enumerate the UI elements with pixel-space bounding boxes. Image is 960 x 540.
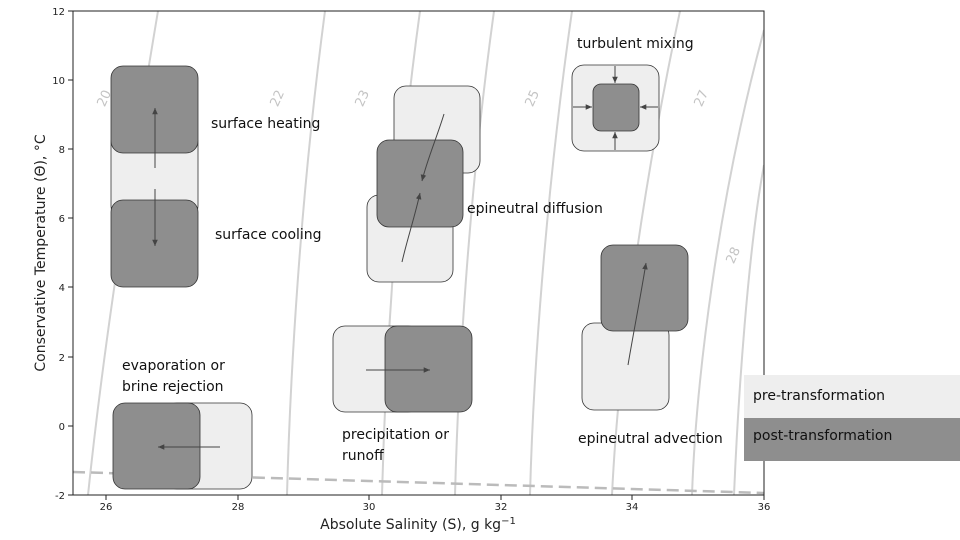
plot-frame xyxy=(72,10,765,496)
box-precipitation-post xyxy=(384,325,473,413)
x-tick-label: 26 xyxy=(100,502,113,513)
legend-pre-swatch xyxy=(744,375,960,418)
isopycnal-label-23: 23 xyxy=(353,88,373,109)
legend-post-swatch xyxy=(744,418,960,461)
isopycnal-line-24 xyxy=(454,11,495,495)
box-mixing-post xyxy=(592,83,640,132)
isopycnal-line-27 xyxy=(691,29,764,495)
isopycnal-label-25: 25 xyxy=(523,88,543,109)
process-arrows xyxy=(152,66,658,450)
y-axis: -2 0 2 4 6 8 10 12 xyxy=(52,7,73,502)
y-tick-label: 12 xyxy=(52,7,65,18)
label-precipitation-line1: precipitation or xyxy=(342,427,449,443)
isopycnal-label-27: 27 xyxy=(692,88,712,109)
x-tick-label: 36 xyxy=(758,502,771,513)
x-axis-label: Absolute Salinity (S), g kg−1 xyxy=(320,516,516,533)
box-diffusion-post xyxy=(376,139,464,228)
arrow-diffusion-down xyxy=(420,113,445,182)
isopycnal-label-22: 22 xyxy=(268,88,288,109)
label-surface-cooling: surface cooling xyxy=(215,227,322,243)
label-surface-heating: surface heating xyxy=(211,116,320,132)
label-evaporation-line1: evaporation or xyxy=(122,358,225,374)
label-evaporation-line2: brine rejection xyxy=(122,379,224,395)
legend-pre-label: pre-transformation xyxy=(753,388,885,404)
y-tick-label: 6 xyxy=(59,214,65,225)
x-tick-label: 34 xyxy=(626,502,639,513)
isopycnal-line-22 xyxy=(286,11,326,495)
legend: pre-transformation post-transformation xyxy=(744,375,960,461)
isopycnal-label-20: 20 xyxy=(95,88,115,109)
label-turbulent-mixing: turbulent mixing xyxy=(577,36,694,52)
x-axis: 26 28 30 32 34 36 xyxy=(100,495,771,513)
y-tick-label: 4 xyxy=(59,283,65,294)
x-tick-label: 28 xyxy=(232,502,245,513)
label-precipitation-line2: runoff xyxy=(342,448,384,464)
box-evaporation-post xyxy=(112,402,201,490)
box-advection-pre xyxy=(581,322,670,411)
isopycnal-label-28: 28 xyxy=(724,245,744,266)
y-tick-label: 8 xyxy=(59,145,65,156)
y-tick-label: -2 xyxy=(55,491,65,502)
isopycnal-line-25 xyxy=(529,11,573,495)
y-tick-label: 0 xyxy=(59,422,65,433)
box-advection-post xyxy=(600,244,689,332)
x-tick-label: 30 xyxy=(363,502,376,513)
y-tick-label: 2 xyxy=(59,353,65,364)
process-boxes xyxy=(110,64,689,490)
x-tick-label: 32 xyxy=(495,502,508,513)
label-epineutral-advection: epineutral advection xyxy=(578,431,723,447)
y-axis-label: Conservative Temperature (Θ), °C xyxy=(33,134,49,371)
arrow-diffusion-up xyxy=(401,192,422,263)
label-epineutral-diffusion: epineutral diffusion xyxy=(467,201,603,217)
arrow-advection xyxy=(627,262,648,366)
y-tick-label: 10 xyxy=(52,76,65,87)
isopycnal-line-28 xyxy=(733,164,764,495)
legend-post-label: post-transformation xyxy=(753,428,892,444)
